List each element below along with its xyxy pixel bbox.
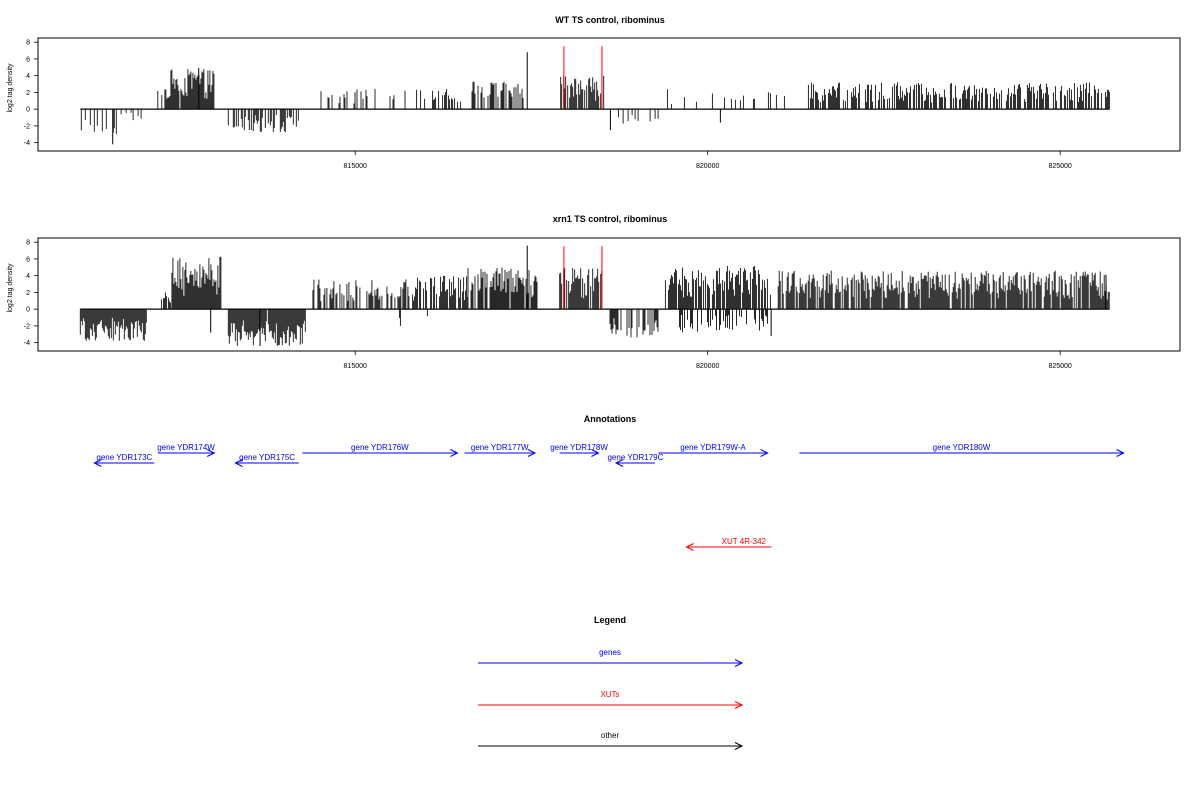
coverage-bars [80, 46, 1110, 145]
feature-arrowhead [1116, 449, 1125, 457]
y-tick-label: -4 [24, 340, 30, 347]
gene-label: gene YDR178W [550, 443, 608, 452]
xut-label: XUT 4R-342 [722, 537, 767, 546]
gene-feature: gene YDR179W-A [658, 443, 769, 457]
y-tick-label: 2 [26, 290, 30, 297]
y-tick-label: 6 [26, 56, 30, 63]
y-axis-label: log2 tag density [7, 63, 14, 113]
gene-feature: gene YDR175C [234, 453, 299, 467]
panel-title: xrn1 TS control, ribominus [553, 214, 668, 224]
gene-feature: gene YDR178W [550, 443, 608, 457]
legend-label: genes [599, 648, 621, 657]
feature-arrowhead [591, 449, 600, 457]
gene-label: gene YDR177W [471, 443, 529, 452]
legend-item: other [478, 731, 744, 750]
feature-arrowhead [207, 449, 216, 457]
panel-title: WT TS control, ribominus [555, 15, 665, 25]
gene-feature: gene YDR174W [157, 443, 216, 457]
legend-label: XUTs [600, 690, 619, 699]
legend-label: other [601, 731, 620, 740]
legend: Legend genes XUTs other [478, 615, 744, 750]
xrn1-coverage-panel: xrn1 TS control, ribominus log2 tag dens… [7, 214, 1181, 370]
feature-arrowhead [734, 659, 744, 667]
y-tick-label: 4 [26, 73, 30, 80]
annotations-title: Annotations [584, 414, 637, 424]
wt-coverage-panel: WT TS control, ribominus log2 tag densit… [7, 15, 1181, 170]
gene-label: gene YDR176W [351, 443, 409, 452]
y-tick-label: 4 [26, 273, 30, 280]
feature-arrowhead [614, 459, 624, 467]
axes: -4 -2 0 2 4 6 8 815000 820000 825000 [24, 40, 1072, 170]
feature-arrowhead [234, 459, 243, 467]
xut-feature: XUT 4R-342 [685, 537, 772, 551]
legend-title: Legend [594, 615, 626, 625]
x-tick-label: 825000 [1048, 163, 1071, 170]
y-tick-label: 8 [26, 240, 30, 247]
y-tick-label: 2 [26, 90, 30, 97]
x-tick-label: 815000 [344, 163, 367, 170]
gene-label: gene YDR173C [96, 453, 152, 462]
gene-label: gene YDR180W [933, 443, 991, 452]
gene-feature: gene YDR179C [607, 453, 664, 467]
feature-arrowhead [685, 543, 694, 551]
axes: -4 -2 0 2 4 6 8 815000 820000 825000 [24, 240, 1072, 370]
legend-item: XUTs [478, 690, 744, 709]
y-tick-label: 6 [26, 256, 30, 263]
feature-arrowhead [527, 449, 537, 457]
gene-label: gene YDR175C [239, 453, 295, 462]
coverage-bars [79, 245, 1110, 346]
feature-arrowhead [93, 459, 102, 467]
gene-label: gene YDR179C [607, 453, 663, 462]
legend-items: genes XUTs other [478, 648, 744, 750]
gene-feature: gene YDR177W [464, 443, 537, 457]
feature-arrowhead [734, 701, 744, 709]
gene-feature: gene YDR173C [93, 453, 155, 467]
gene-label: gene YDR174W [157, 443, 215, 452]
y-tick-label: 0 [26, 307, 30, 314]
x-tick-label: 815000 [344, 363, 367, 370]
feature-arrowhead [760, 449, 769, 457]
x-tick-label: 820000 [696, 363, 719, 370]
y-tick-label: -2 [24, 123, 30, 130]
plot-frame [37, 37, 1181, 152]
x-tick-label: 820000 [696, 163, 719, 170]
annotation-features: gene YDR173C gene YDR174W gene YDR175C gene… [93, 443, 1125, 551]
gene-label: gene YDR179W-A [680, 443, 746, 452]
gene-feature: gene YDR176W [302, 443, 459, 457]
feature-arrowhead [450, 449, 459, 457]
feature-arrowhead [734, 742, 744, 750]
y-tick-label: -4 [24, 140, 30, 147]
gene-feature: gene YDR180W [799, 443, 1125, 457]
y-axis-label: log2 tag density [7, 263, 14, 313]
y-tick-label: 0 [26, 107, 30, 114]
plot-frame [37, 237, 1181, 352]
x-tick-label: 825000 [1048, 363, 1071, 370]
legend-item: genes [478, 648, 744, 667]
y-tick-label: 8 [26, 40, 30, 47]
y-tick-label: -2 [24, 323, 30, 330]
